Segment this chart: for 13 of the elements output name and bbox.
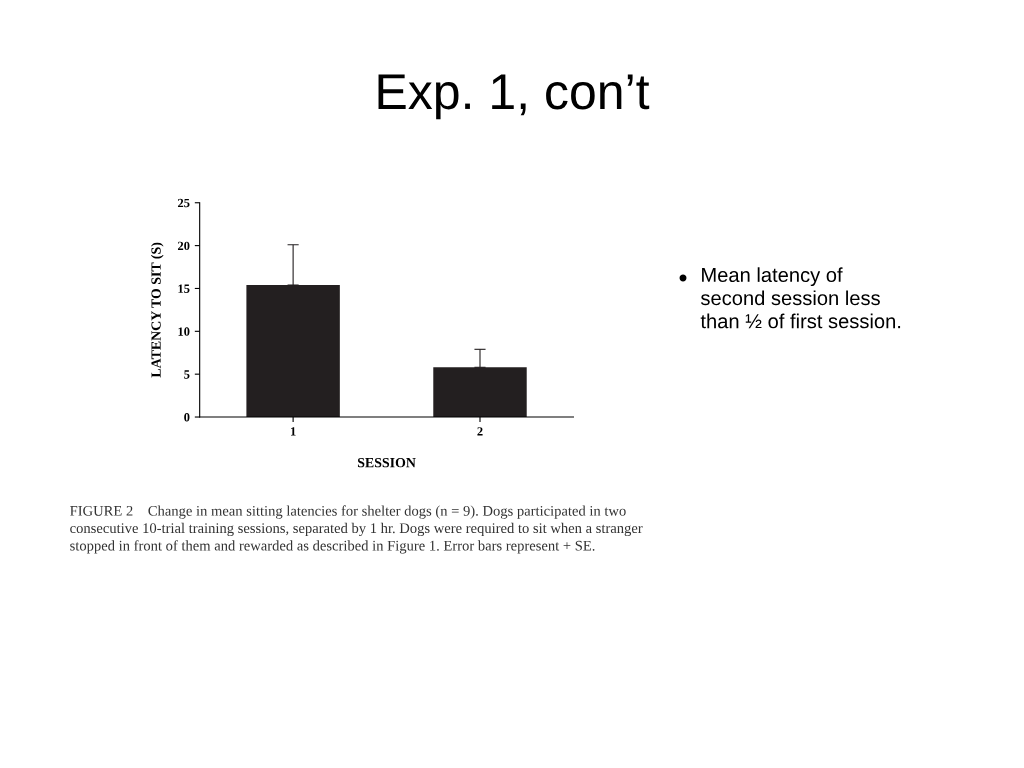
x-axis-title: SESSION [357, 457, 416, 468]
y-tick-label: 5 [184, 370, 190, 379]
caption: FIGURE 2 Change in mean sitting latencies for shelter dogs (n = 9). Dogs participated in two consecutive 10-trial training sessions, separated by 1 hr. Dogs were required to sit when a stranger stopped in front of them and rewarded as described in Figure 1. Error bars represent + SE. [70, 505, 643, 554]
y-tick-label: 15 [178, 284, 190, 293]
x-tick-label: 1 [291, 427, 296, 436]
y-axis-title: LATENCY TO SIT (S) [150, 242, 164, 378]
x-tick-label: 2 [477, 427, 483, 436]
y-tick-label: 10 [178, 327, 190, 336]
y-tick-label: 20 [177, 241, 190, 251]
chart-title: Exp. 1, con’t [378, 74, 650, 120]
y-tick-label: 25 [177, 198, 190, 208]
text: Mean latency of second session less than ½ of first session. [700, 267, 901, 329]
y-tick-label: 0 [184, 413, 190, 422]
